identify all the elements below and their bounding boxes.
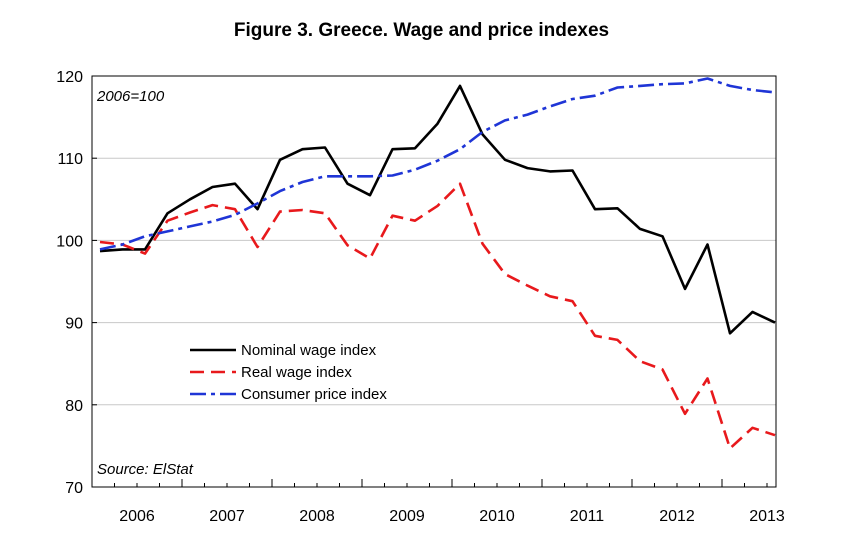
x-tick-label: 2009 bbox=[389, 508, 425, 525]
x-tick-label: 2012 bbox=[659, 508, 695, 525]
y-tick-label: 100 bbox=[56, 233, 83, 250]
series-line-3 bbox=[99, 77, 776, 251]
grid-lines bbox=[92, 157, 776, 406]
x-tick-label: 2010 bbox=[479, 508, 515, 525]
x-tick-label: 2011 bbox=[570, 508, 605, 525]
chart-title: Figure 3. Greece. Wage and price indexes bbox=[233, 20, 610, 41]
y-tick-label: 110 bbox=[57, 151, 83, 168]
x-tick-label: 2006 bbox=[119, 508, 155, 525]
y-tick-label: 120 bbox=[56, 69, 83, 86]
legend-label: Consumer price index bbox=[241, 386, 387, 403]
plot-frame bbox=[91, 75, 777, 488]
series-line-1 bbox=[99, 84, 776, 335]
x-tick-label: 2013 bbox=[749, 508, 785, 525]
legend-label: Real wage index bbox=[241, 364, 352, 381]
base-note: 2006=100 bbox=[96, 88, 165, 105]
source-note: Source: ElStat bbox=[97, 461, 194, 478]
legend: Nominal wage index Real wage index Consume… bbox=[190, 342, 387, 403]
y-tick-label: 70 bbox=[65, 480, 83, 497]
series-layer bbox=[99, 77, 776, 450]
x-tick-label: 2007 bbox=[209, 508, 245, 525]
axes: 70 80 90 100 110 120 2006 2007 2008 2009 2010 2011 2… bbox=[56, 69, 785, 525]
y-tick-label: 90 bbox=[65, 316, 83, 333]
legend-label: Nominal wage index bbox=[241, 342, 377, 359]
y-tick-label: 80 bbox=[65, 398, 83, 415]
series-line-2 bbox=[99, 182, 776, 450]
x-tick-label: 2008 bbox=[299, 508, 335, 525]
